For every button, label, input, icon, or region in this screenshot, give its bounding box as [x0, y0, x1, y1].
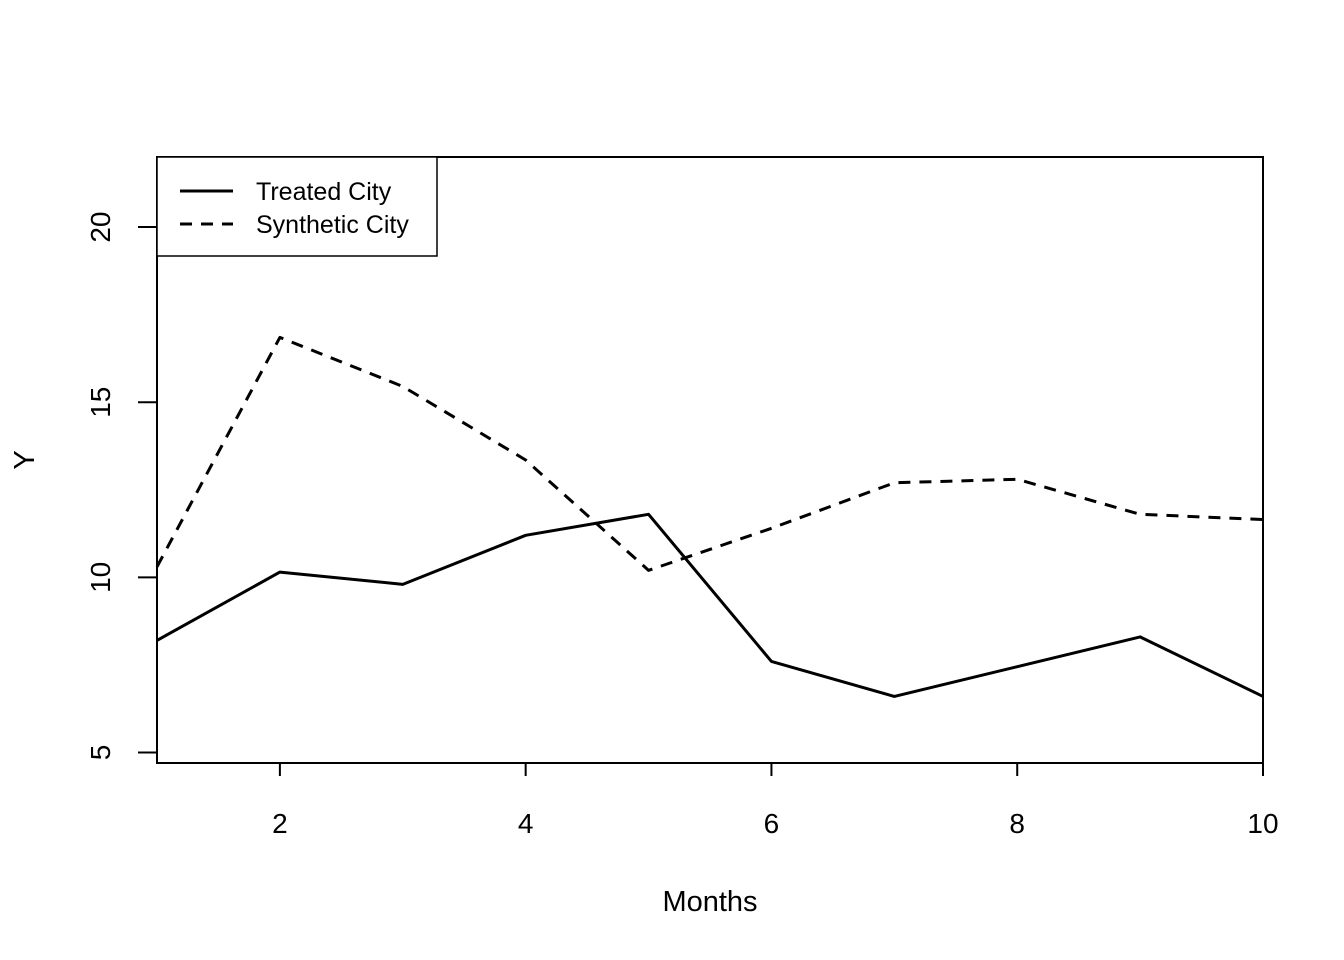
- legend-label-synthetic-city: Synthetic City: [256, 211, 409, 239]
- x-tick-label: 6: [764, 808, 780, 839]
- x-tick-label: 10: [1247, 808, 1278, 839]
- plot-frame: [156, 156, 1264, 764]
- y-axis-title: Y: [9, 450, 41, 469]
- legend-label-treated-city: Treated City: [256, 178, 392, 206]
- series-line-treated-city: [156, 512, 1264, 698]
- y-tick-label: 20: [85, 211, 116, 242]
- y-tick-label: 15: [85, 387, 116, 418]
- x-tick-label: 4: [518, 808, 534, 839]
- series-layer: [155, 335, 1264, 698]
- series-line-synthetic-city: [155, 335, 1264, 572]
- x-tick-label: 2: [272, 808, 288, 839]
- legend-box: [156, 156, 438, 257]
- x-axis-title: Months: [662, 886, 757, 918]
- legend: Treated City Synthetic City: [156, 156, 438, 257]
- y-tick-label: 5: [85, 745, 116, 761]
- y-tick-label: 10: [85, 562, 116, 593]
- x-axis: 2 4 6 8 10: [272, 763, 1279, 839]
- y-axis: 5 10 15 20: [85, 211, 157, 760]
- x-tick-label: 8: [1009, 808, 1025, 839]
